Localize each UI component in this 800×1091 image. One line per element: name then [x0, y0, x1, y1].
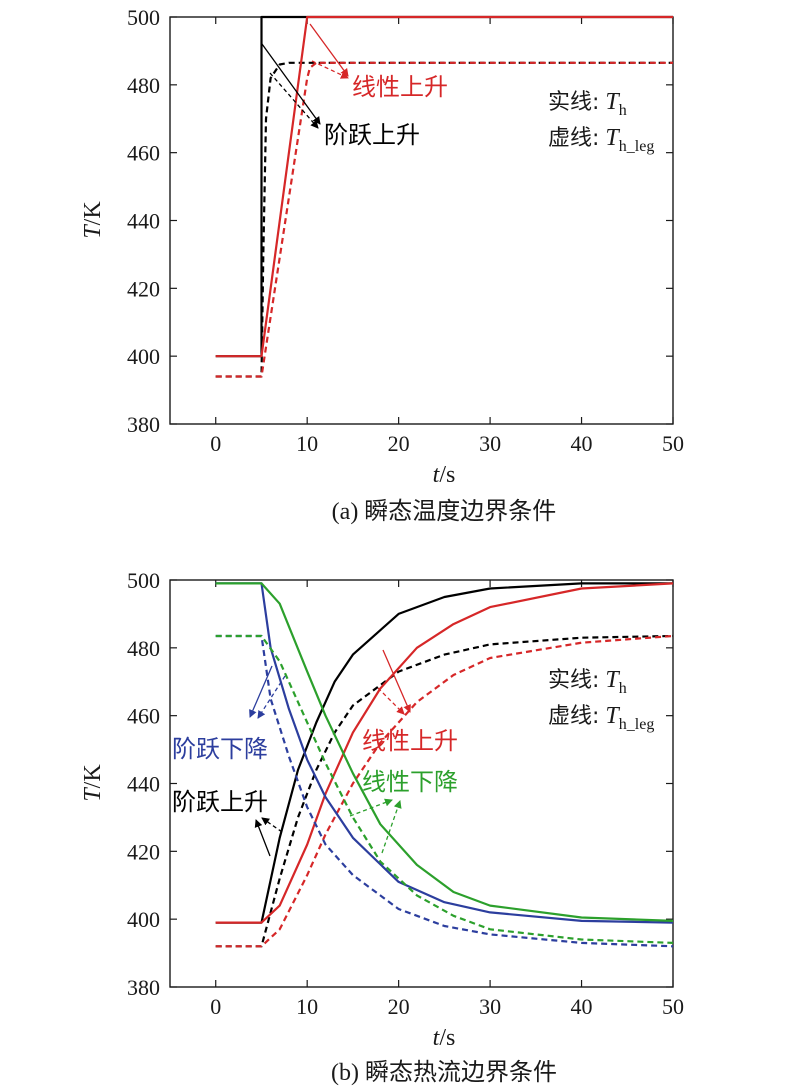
panel-a: 0 10 20 30 40 50 380 400 420 440 460 480 500 T/K t/s…	[80, 5, 684, 525]
panel-b-series-line-0	[215, 582, 673, 924]
panel-a-legend-dashed-sub: h_leg	[619, 138, 655, 155]
panel-a-xlabel: t/s	[433, 462, 456, 488]
panel-a-caption: (a) 瞬态温度边界条件	[332, 498, 557, 525]
panel-b-annotation-linear-rise: 线性上升	[362, 727, 458, 755]
panel-b-xtick-label: 30	[479, 994, 501, 1019]
panel-a-arrow-step-rise-2	[269, 72, 319, 129]
panel-a-ytick-label: 380	[127, 412, 160, 437]
panel-a-xtick-label: 40	[571, 431, 593, 456]
panel-b-ytick-label: 480	[127, 636, 160, 661]
panel-a-legend-dashed-symbol: T	[605, 125, 620, 151]
panel-a-series-line-2	[215, 15, 673, 358]
panel-a-ytick-label: 500	[127, 5, 160, 30]
panel-b-xlabel-var: t	[433, 1025, 441, 1051]
panel-a-series-line-1	[215, 61, 673, 378]
panel-a-xtick-label: 30	[479, 431, 501, 456]
panel-b-legend-dashed: 虚线: Th_leg	[548, 703, 654, 733]
panel-b-caption: (b) 瞬态热流边界条件	[331, 1059, 557, 1086]
panel-b-arrow-step-rise-2	[261, 817, 283, 833]
panel-a-legend-solid-symbol: T	[605, 89, 620, 115]
panel-a-legend-solid-sub: h	[619, 102, 627, 119]
panel-b-legend-dashed-label: 虚线:	[548, 704, 599, 729]
panel-b-ytick-label: 400	[127, 907, 160, 932]
panel-b-xlabel-unit: /s	[439, 1025, 455, 1051]
panel-b-xtick-label: 50	[662, 994, 684, 1019]
panel-b-plot-area: 0 10 20 30 40 50 380 400 420 440 460 480 500	[127, 568, 684, 1019]
panel-a-ylabel: T/K	[80, 201, 106, 239]
panel-a-annotation-linear-rise: 线性上升	[352, 73, 448, 101]
panel-b-legend-solid-sub: h	[619, 680, 627, 697]
panel-b-arrow-linear-fall-2	[349, 798, 393, 817]
panel-b-ytick-label: 460	[127, 704, 160, 729]
panel-b-ylabel: T/K	[80, 764, 106, 802]
panel-a-legend-solid: 实线: Th	[548, 89, 627, 119]
panel-b-series-line-4	[215, 582, 674, 924]
panel-a-xtick-label: 0	[210, 431, 221, 456]
panel-a-ylabel-var: T	[80, 224, 106, 239]
panel-b-arrow-step-fall-2	[257, 675, 286, 719]
panel-a-xtick-label: 50	[662, 431, 684, 456]
panel-b-legend-solid: 实线: Th	[548, 667, 627, 697]
panel-b-legend-solid-symbol: T	[605, 667, 620, 693]
panel-b-arrow-step-fall-1	[249, 665, 273, 718]
panel-a-ytick-label: 400	[127, 344, 160, 369]
panel-b-arrow-linear-rise-2	[377, 687, 405, 715]
panel-a-legend-dashed-label: 虚线:	[548, 126, 599, 151]
panel-b-xtick-label: 20	[388, 994, 410, 1019]
panel-a-ytick-label: 460	[127, 141, 160, 166]
panel-b-xlabel: t/s	[433, 1025, 456, 1051]
panel-a-ytick-label: 440	[127, 209, 160, 234]
panel-a-arrow-step-rise-1	[261, 43, 321, 125]
panel-a-legend-solid-label: 实线:	[548, 90, 599, 115]
panel-b: 0 10 20 30 40 50 380 400 420 440 460 480 500 T/K t/s…	[80, 568, 684, 1086]
panel-b-arrow-linear-rise-1	[382, 649, 411, 713]
panel-a-ylabel-unit: /K	[80, 201, 106, 226]
panel-b-arrow-linear-fall-1	[381, 800, 402, 854]
panel-b-series-line-1	[215, 634, 674, 948]
panel-b-legend-solid-label: 实线:	[548, 668, 599, 693]
panel-a-xtick-label: 20	[388, 431, 410, 456]
panel-b-series-line-7	[215, 634, 674, 944]
panel-a-xlabel-var: t	[433, 462, 441, 488]
panel-b-ytick-label: 500	[127, 568, 160, 593]
panel-a-plot-area: 0 10 20 30 40 50 380 400 420 440 460 480 500	[127, 5, 684, 456]
panel-a-ytick-label: 480	[127, 73, 160, 98]
panel-b-annotation-linear-fall: 线性下降	[362, 768, 458, 796]
panel-b-ytick-label: 440	[127, 772, 160, 797]
panel-b-series-line-6	[215, 582, 674, 922]
panel-a-legend-dashed: 虚线: Th_leg	[548, 125, 654, 155]
panel-a-arrow-linear-rise-1	[309, 23, 349, 77]
panel-b-ytick-label: 380	[127, 975, 160, 1000]
panel-a-xlabel-unit: /s	[439, 462, 455, 488]
panel-a-series-line-3	[215, 61, 673, 378]
panel-a-ytick-label: 420	[127, 276, 160, 301]
panel-b-annotation-step-fall: 阶跃下降	[172, 735, 268, 763]
panel-b-annotation-step-rise: 阶跃上升	[172, 788, 268, 816]
panel-b-ylabel-var: T	[80, 787, 106, 802]
panel-b-series-line-5	[215, 634, 674, 948]
panel-b-ylabel-unit: /K	[80, 764, 106, 789]
panel-b-xtick-label: 10	[296, 994, 318, 1019]
panel-a-annotation-step-rise: 阶跃上升	[324, 121, 420, 149]
panel-a-xtick-label: 10	[296, 431, 318, 456]
panel-b-xtick-label: 0	[210, 994, 221, 1019]
panel-b-series-line-2	[215, 582, 674, 924]
panel-b-arrow-step-rise-1	[254, 819, 271, 857]
panel-b-legend-dashed-symbol: T	[605, 703, 620, 729]
panel-b-ytick-label: 420	[127, 839, 160, 864]
panel-b-legend-dashed-sub: h_leg	[619, 716, 655, 733]
panel-b-xtick-label: 40	[571, 994, 593, 1019]
